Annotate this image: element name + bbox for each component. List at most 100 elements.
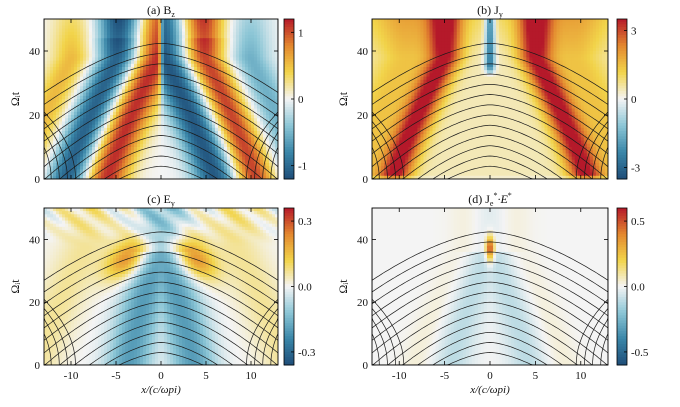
contour-line: [372, 342, 608, 365]
contour-line: [575, 19, 608, 179]
contour-line: [44, 271, 278, 329]
x-tick-label: 10: [246, 370, 258, 382]
contour-line: [372, 19, 396, 179]
contour-line: [372, 321, 608, 365]
contour-line: [44, 53, 278, 105]
colorbar-c: 0.3 0.0 -0.3: [283, 207, 316, 366]
contour-line: [44, 145, 278, 179]
y-axis-label: Ωᵢt: [336, 279, 350, 294]
y-tick-label: 0: [35, 360, 41, 372]
x-axis-label: x/(c/ωpi): [140, 384, 181, 396]
contour-line: [44, 63, 278, 117]
panel-title: (a) Bz: [147, 3, 175, 19]
contour-line: [372, 291, 608, 354]
contour-line: [584, 19, 608, 179]
contour-line: [44, 241, 278, 293]
x-tick-label: 0: [158, 370, 164, 382]
colorbar-tick-label: -3: [631, 163, 641, 175]
contour-line: [584, 208, 608, 365]
contour-line: [372, 53, 608, 105]
colorbar-tick-label: 3: [631, 25, 637, 37]
colorbar-tick-label: 0.5: [631, 216, 645, 228]
contour-line: [372, 19, 380, 179]
contour-line: [44, 208, 60, 365]
contour-line: [575, 208, 608, 365]
x-tick-label: 5: [203, 370, 209, 382]
contour-line: [44, 331, 278, 365]
contour-line: [372, 241, 608, 293]
contour-line: [262, 19, 278, 179]
y-tick-label: 40: [357, 234, 369, 246]
contour-line: [372, 135, 608, 179]
contour-line: [44, 261, 278, 317]
contour-line: [372, 165, 608, 179]
contour-line: [372, 352, 608, 365]
panel-c: -10 -5 0 5 10 0 20 40 Ωᵢt x/(c/ωpi) (c) Ey 0.3 0.0 -0…: [8, 192, 316, 396]
contour-line: [44, 73, 278, 130]
contour-line: [372, 208, 396, 365]
contour-line: [44, 114, 278, 179]
contour-line: [372, 73, 608, 130]
contour-line: [44, 301, 278, 365]
y-tick-label: 40: [29, 234, 41, 246]
colorbar-tick-label: -1: [298, 161, 307, 173]
x-tick-label: 0: [487, 370, 493, 382]
contour-line: [44, 124, 278, 179]
y-tick-label: 0: [35, 174, 41, 186]
colorbar-tick-label: 0.3: [298, 216, 312, 228]
contour-line: [44, 321, 278, 365]
heatmap-b: [372, 19, 608, 179]
heatmap-a: [44, 19, 278, 179]
contour-lines-a: [44, 19, 278, 179]
contour-line: [372, 301, 608, 365]
contour-line: [372, 94, 608, 155]
contour-line: [372, 208, 380, 365]
contour-line: [246, 19, 278, 179]
x-tick-label: -5: [440, 370, 450, 382]
contour-line: [44, 19, 68, 179]
y-tick-label: 0: [363, 360, 369, 372]
contour-line: [372, 281, 608, 341]
contour-line: [372, 19, 405, 179]
y-tick-label: 40: [357, 46, 369, 58]
contour-line: [246, 208, 278, 365]
panel-title: (b) Jy: [477, 3, 503, 19]
x-tick-label: -10: [392, 370, 407, 382]
contour-line: [592, 19, 608, 179]
colorbar-d: 0.5 0.0 -0.5: [616, 207, 649, 366]
contour-lines-d: [372, 208, 608, 365]
contour-lines-b: [372, 19, 608, 179]
heatmap-d: [372, 208, 608, 365]
contour-line: [372, 83, 608, 142]
contour-line: [44, 42, 278, 93]
x-tick-label: -10: [64, 370, 79, 382]
contour-line: [372, 208, 388, 365]
contour-line: [44, 251, 278, 305]
contour-line: [44, 104, 278, 167]
y-axis-label: Ωᵢt: [8, 279, 22, 294]
contour-line: [372, 311, 608, 365]
contour-line: [44, 291, 278, 354]
y-axis-label: Ωᵢt: [8, 91, 22, 106]
contour-line: [270, 19, 278, 179]
contour-line: [372, 251, 608, 305]
colorbar-tick-label: 0: [298, 94, 304, 106]
contour-line: [44, 19, 52, 179]
contour-line: [254, 19, 278, 179]
y-axis-label: Ωᵢt: [336, 91, 350, 106]
contour-line: [44, 155, 278, 179]
contour-line: [372, 231, 608, 281]
y-tick-label: 20: [29, 110, 41, 122]
y-tick-label: 20: [29, 297, 41, 309]
contour-line: [372, 42, 608, 93]
contour-line: [372, 104, 608, 167]
x-tick-label: 5: [533, 370, 539, 382]
contour-line: [600, 208, 608, 365]
contour-line: [44, 165, 278, 179]
contour-line: [372, 19, 388, 179]
contour-line: [270, 208, 278, 365]
colorbar-tick-label: 0.0: [631, 282, 645, 294]
contour-line: [44, 135, 278, 179]
